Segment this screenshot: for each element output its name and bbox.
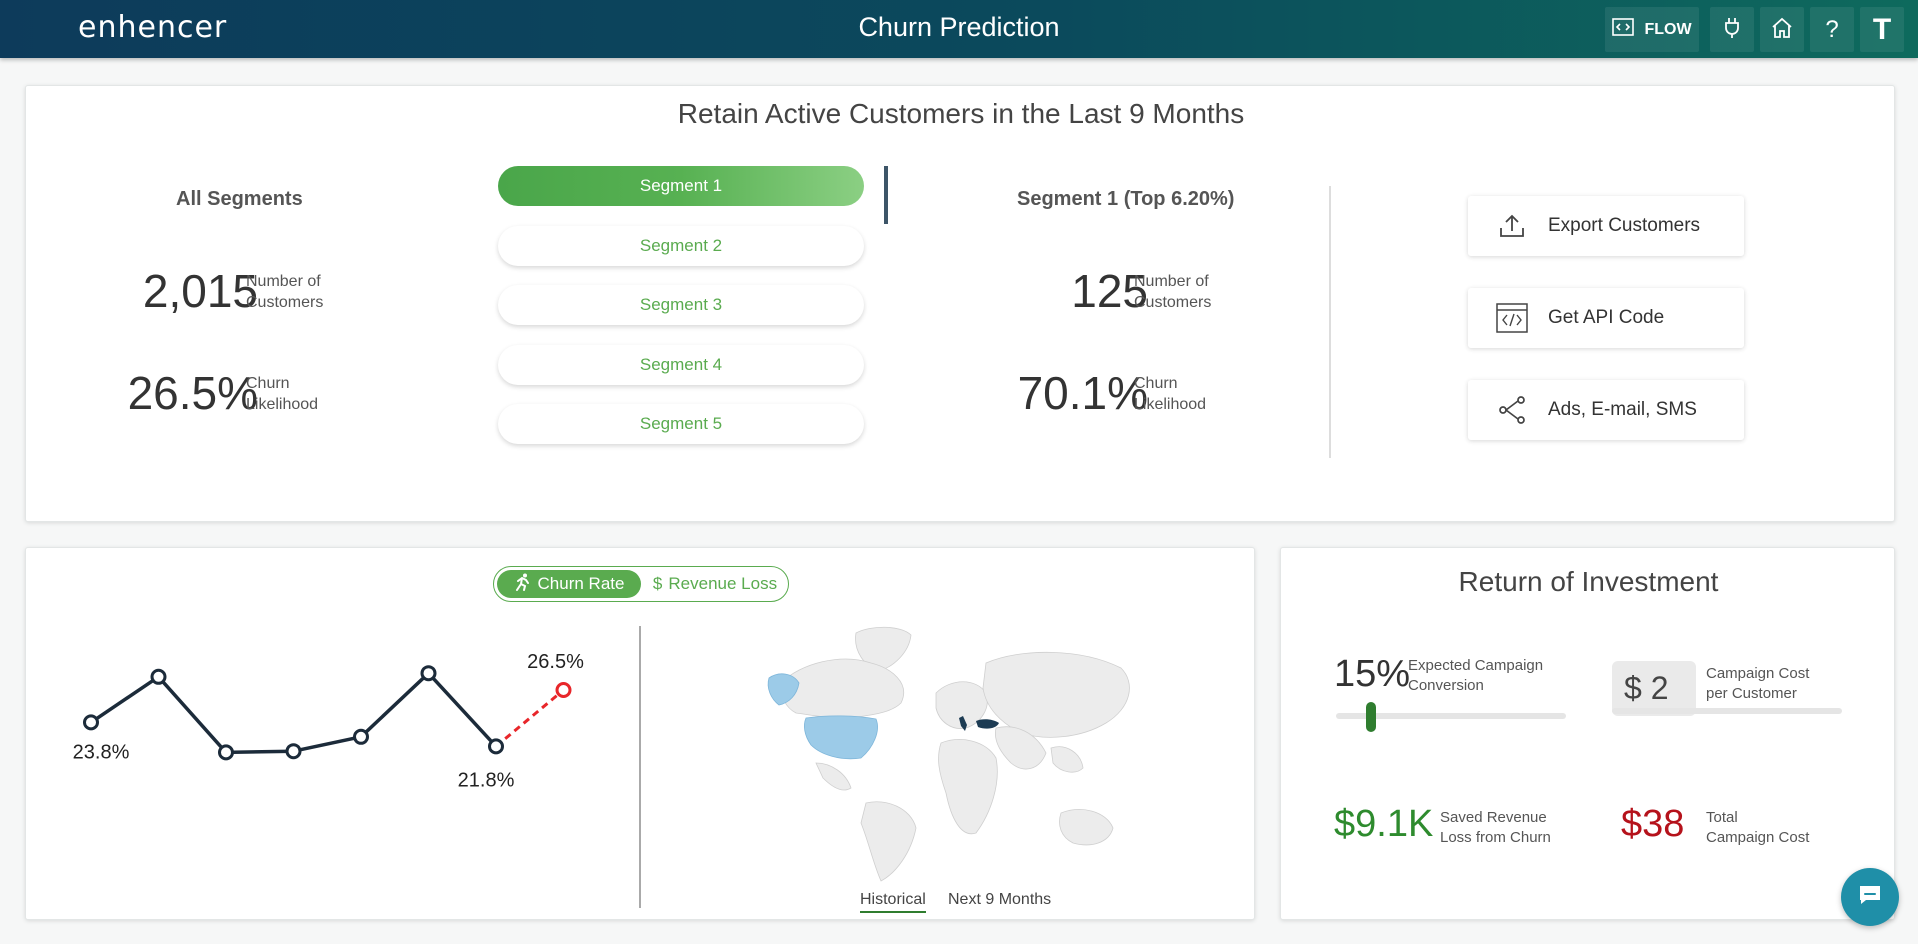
map-europe [935, 681, 988, 729]
roi-title: Return of Investment [1458, 566, 1719, 597]
get-api-code-button[interactable]: Get API Code [1468, 288, 1744, 348]
export-customers-button[interactable]: Export Customers [1468, 196, 1744, 256]
historical-tab[interactable]: Historical [860, 891, 926, 913]
churn-rate-label: Churn Rate [537, 574, 625, 593]
conversion-label: Expected Campaign Conversion [1408, 657, 1544, 694]
churn-point [353, 728, 369, 745]
map-mexico [815, 762, 852, 791]
map-southeast-asia [1050, 746, 1084, 773]
saved-revenue-value: $9.1K [1334, 803, 1434, 845]
map-russia-asia [982, 651, 1130, 738]
home-icon [1770, 16, 1794, 44]
predicted-churn-line [495, 688, 565, 748]
segment-4-button[interactable]: Segment 4 [498, 345, 864, 385]
all-churn-label: Churn Likelihood [246, 375, 319, 413]
app-header: enhencer Churn Prediction FLOW ? T [0, 0, 1918, 58]
historical-churn-line [90, 671, 498, 755]
churn-point [150, 668, 167, 685]
plug-button[interactable] [1710, 7, 1754, 52]
campaign-cost-input[interactable]: $ 2 [1612, 661, 1696, 716]
map-africa [938, 739, 998, 835]
total-cost-value: $38 [1621, 803, 1685, 845]
metric-toggle: Churn Rate $ Revenue Loss [493, 566, 789, 602]
upload-icon [1492, 212, 1532, 240]
enhencer-logo[interactable]: enhencer [78, 10, 228, 45]
segment-2-button[interactable]: Segment 2 [498, 226, 864, 266]
get-api-code-label: Get API Code [1548, 307, 1665, 328]
all-segments-heading: All Segments [176, 188, 303, 210]
churn-point [420, 665, 437, 682]
map-australia [1059, 809, 1114, 846]
export-customers-label: Export Customers [1548, 215, 1701, 236]
map-south-america [860, 801, 917, 882]
map-alaska [767, 673, 800, 706]
revenue-loss-label: Revenue Loss [668, 574, 778, 593]
map-greenland [855, 626, 912, 672]
segment-customers-value: 125 [1071, 265, 1148, 317]
plug-icon [1724, 16, 1740, 44]
churn-data-label: 26.5% [527, 651, 584, 673]
map-canada [780, 658, 904, 719]
page-title: Churn Prediction [858, 12, 1060, 42]
segment-customers-label: Number of Customers [1134, 273, 1212, 311]
running-person-icon [514, 573, 532, 596]
ads-email-sms-label: Ads, E-mail, SMS [1548, 399, 1697, 420]
section-divider [1329, 186, 1331, 458]
user-avatar-button[interactable]: T [1860, 7, 1904, 52]
churn-rate-toggle[interactable]: Churn Rate [497, 570, 641, 598]
churn-point [488, 738, 504, 755]
conversion-slider-track[interactable] [1336, 713, 1566, 719]
churn-data-label: 23.8% [73, 741, 130, 763]
all-customers-label: Number of Customers [246, 273, 324, 311]
chat-bubble-icon [1857, 883, 1883, 911]
predicted-churn-point [555, 682, 572, 698]
flow-button[interactable]: FLOW [1605, 7, 1699, 52]
world-map[interactable] [761, 623, 1141, 883]
share-icon [1492, 395, 1532, 425]
segment-5-button[interactable]: Segment 5 [498, 404, 864, 444]
churn-point [83, 714, 99, 731]
overview-title: Retain Active Customers in the Last 9 Mo… [677, 98, 1245, 129]
ads-email-sms-button[interactable]: Ads, E-mail, SMS [1468, 380, 1744, 440]
segment-scroll-indicator[interactable] [884, 166, 888, 224]
roi-card: Return of Investment 15% Expected Campai… [1280, 547, 1895, 920]
map-italy [959, 716, 967, 731]
flow-label: FLOW [1644, 20, 1692, 38]
segments-overview-card: Retain Active Customers in the Last 9 Mo… [25, 85, 1895, 522]
code-icon [1492, 303, 1532, 333]
total-cost-label: Total Campaign Cost [1706, 809, 1810, 846]
all-churn-value: 26.5% [127, 367, 258, 419]
conversion-value: 15% [1334, 653, 1411, 695]
churn-point [218, 744, 234, 761]
campaign-cost-track [1612, 708, 1842, 714]
code-window-icon [1612, 18, 1635, 41]
segment-churn-label: Churn Likelihood [1134, 375, 1207, 413]
segment-1-button[interactable]: Segment 1 [498, 166, 864, 206]
dollar-icon: $ [652, 574, 663, 593]
segment-3-button[interactable]: Segment 3 [498, 285, 864, 325]
churn-point [285, 743, 302, 760]
churn-trend-card: Churn Rate $ Revenue Loss 23.8% 21.8% 26.5… [25, 547, 1255, 920]
chat-button[interactable] [1841, 868, 1899, 926]
revenue-loss-toggle[interactable]: $ Revenue Loss [644, 570, 786, 598]
saved-revenue-label: Saved Revenue Loss from Churn [1440, 809, 1551, 846]
map-turkey [976, 719, 999, 729]
chart-map-divider [639, 626, 641, 908]
map-middle-east-india [994, 726, 1047, 770]
segment-churn-value: 70.1% [1017, 367, 1148, 419]
campaign-cost-label: Campaign Cost per Customer [1706, 665, 1810, 702]
home-button[interactable] [1760, 7, 1804, 52]
next-9-months-tab[interactable]: Next 9 Months [948, 891, 1052, 908]
churn-line-chart: 23.8% 21.8% 26.5% [73, 651, 584, 791]
all-customers-value: 2,015 [142, 265, 258, 317]
conversion-slider-thumb[interactable] [1365, 702, 1376, 732]
churn-data-label: 21.8% [458, 769, 515, 791]
map-usa [804, 715, 878, 760]
selected-segment-heading: Segment 1 (Top 6.20%) [1017, 188, 1235, 210]
help-button[interactable]: ? [1810, 7, 1854, 52]
